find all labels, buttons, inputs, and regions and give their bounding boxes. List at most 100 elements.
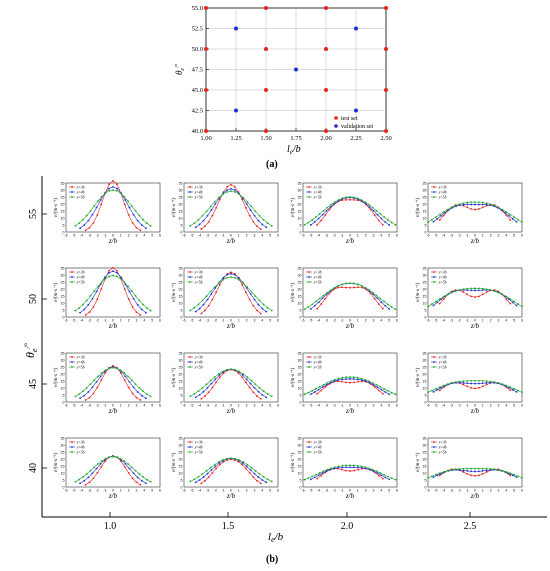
subplot-xtick-label: -1 bbox=[341, 234, 344, 238]
subplot-legend-label: x=3b bbox=[76, 355, 85, 359]
scatter-point bbox=[324, 88, 328, 92]
subplot-ytick-label: 20 bbox=[423, 372, 427, 376]
subplot-ytick-label: 20 bbox=[298, 287, 302, 291]
subplot-ytick-label: 30 bbox=[179, 273, 183, 277]
subplot-ytick-label: 30 bbox=[179, 188, 183, 192]
subplot-ytick-label: 15 bbox=[179, 464, 183, 468]
subplot-legend-marker bbox=[433, 366, 435, 368]
subplot-xtick-label: -3 bbox=[450, 404, 453, 408]
subplot-xtick-label: -4 bbox=[317, 234, 320, 238]
scatter-point bbox=[264, 6, 268, 10]
subplot-xlabel: z/b bbox=[345, 322, 355, 330]
subplot-legend-marker bbox=[308, 191, 310, 193]
subplot-ylabel: v/(m·s⁻¹) bbox=[170, 282, 177, 302]
subplot-xtick-label: -3 bbox=[325, 234, 328, 238]
subplot-xtick-label: 1 bbox=[120, 234, 122, 238]
subplot-ytick-label: 30 bbox=[61, 443, 65, 447]
series-line bbox=[427, 288, 523, 307]
subplot-xtick-label: 1 bbox=[357, 404, 359, 408]
subplot-xtick-label: -4 bbox=[80, 404, 83, 408]
panel-b-row-label: 55 bbox=[28, 209, 39, 219]
subplot: 0 5 10 15 20 25 30 35 -6 -5 -4 -3 -2 -1 0 1 2 3 4 5 6 z/b v/(m… bbox=[289, 351, 398, 415]
subplot-ytick-label: 5 bbox=[425, 308, 427, 312]
subplot-ytick-label: 30 bbox=[298, 358, 302, 362]
subplot: 0 5 10 15 20 25 30 35 -6 -5 -4 -3 -2 -1 0 1 2 3 4 5 6 z/b v/(m… bbox=[170, 351, 279, 415]
subplot-ytick-label: 35 bbox=[61, 436, 65, 440]
subplot-ytick-label: 0 bbox=[181, 315, 183, 319]
scatter-point bbox=[384, 6, 388, 10]
subplot-legend-marker bbox=[189, 361, 191, 363]
subplot-xtick-label: 4 bbox=[380, 319, 382, 323]
subplot-ytick-label: 10 bbox=[179, 216, 183, 220]
subplot-xtick-label: 3 bbox=[373, 489, 375, 493]
panel-a-xtick-label: 2.00 bbox=[320, 135, 331, 142]
subplot-ytick-label: 30 bbox=[298, 188, 302, 192]
subplot-xtick-label: 6 bbox=[521, 404, 523, 408]
panel-a-xtick-label: 2.50 bbox=[380, 135, 391, 142]
subplot-xtick-label: 1 bbox=[120, 404, 122, 408]
subplot-xtick-label: 5 bbox=[151, 489, 153, 493]
subplot: 0 5 10 15 20 25 30 35 -6 -5 -4 -3 -2 -1 0 1 2 3 4 5 6 z/b v/(m… bbox=[52, 266, 161, 330]
subplot-xtick-label: -2 bbox=[214, 319, 217, 323]
subplot-legend-label: x=4b bbox=[438, 360, 447, 364]
subplot-ytick-label: 25 bbox=[298, 450, 302, 454]
subplot-ytick-label: 5 bbox=[181, 223, 183, 227]
subplot-legend-marker bbox=[71, 356, 73, 358]
series-line bbox=[190, 276, 272, 311]
subplot-xtick-label: 4 bbox=[505, 489, 507, 493]
subplot-xtick-label: 4 bbox=[380, 234, 382, 238]
subplot-legend-label: x=5b bbox=[194, 195, 203, 199]
series-line bbox=[75, 456, 151, 482]
subplot-legend-marker bbox=[433, 451, 435, 453]
subplot-ytick-label: 10 bbox=[179, 386, 183, 390]
subplot-xtick-label: -4 bbox=[442, 489, 445, 493]
subplot-legend-marker bbox=[308, 356, 310, 358]
subplot-xtick-label: -2 bbox=[214, 489, 217, 493]
subplot-xtick-label: -2 bbox=[458, 319, 461, 323]
subplot-ylabel: v/(m·s⁻¹) bbox=[170, 452, 177, 472]
subplot-ytick-label: 0 bbox=[63, 485, 65, 489]
subplot-legend-label: x=3b bbox=[313, 185, 322, 189]
subplot-ytick-label: 25 bbox=[179, 450, 183, 454]
subplot-legend-label: x=4b bbox=[194, 445, 203, 449]
subplot-ytick-label: 15 bbox=[61, 464, 65, 468]
subplot-xtick-label: 3 bbox=[373, 234, 375, 238]
subplot-xtick-label: 1 bbox=[357, 319, 359, 323]
subplot-xtick-label: 0 bbox=[112, 489, 114, 493]
subplot-ylabel: v/(m·s⁻¹) bbox=[414, 367, 421, 387]
subplot-xtick-label: 3 bbox=[136, 404, 138, 408]
subplot-xtick-label: -4 bbox=[80, 489, 83, 493]
subplot-ytick-label: 10 bbox=[179, 301, 183, 305]
series-line bbox=[85, 365, 141, 401]
subplot-legend-marker bbox=[433, 281, 435, 283]
subplot-legend-marker bbox=[308, 446, 310, 448]
subplot-legend-marker bbox=[433, 361, 435, 363]
subplot-xtick-label: -4 bbox=[198, 489, 201, 493]
subplot-xtick-label: 0 bbox=[112, 404, 114, 408]
subplot-legend-label: x=4b bbox=[313, 445, 322, 449]
subplot-xtick-label: 2 bbox=[490, 404, 492, 408]
panel-b-col-label: 2.0 bbox=[341, 521, 354, 532]
subplot-xtick-label: 4 bbox=[505, 234, 507, 238]
subplot-ytick-label: 30 bbox=[423, 443, 427, 447]
subplot-xtick-label: 5 bbox=[388, 319, 390, 323]
subplot-legend-label: x=4b bbox=[76, 360, 85, 364]
subplot-ytick-label: 5 bbox=[63, 308, 65, 312]
subplot-ytick-label: 0 bbox=[425, 400, 427, 404]
subplot-ytick-label: 20 bbox=[61, 372, 65, 376]
subplot-ytick-label: 15 bbox=[298, 464, 302, 468]
subplot-xtick-label: 6 bbox=[396, 489, 398, 493]
series-line bbox=[304, 376, 396, 395]
subplot-xtick-label: 0 bbox=[230, 404, 232, 408]
subplot-ytick-label: 20 bbox=[423, 287, 427, 291]
subplot-xtick-label: 5 bbox=[513, 489, 515, 493]
subplot-ylabel: v/(m·s⁻¹) bbox=[52, 452, 59, 472]
subplot-ytick-label: 5 bbox=[63, 223, 65, 227]
subplot-ylabel: v/(m·s⁻¹) bbox=[289, 282, 296, 302]
subplot-xtick-label: -3 bbox=[325, 404, 328, 408]
subplot-legend-label: x=4b bbox=[194, 275, 203, 279]
panel-a-ytick-label: 45.0 bbox=[192, 87, 203, 94]
subplot-ylabel: v/(m·s⁻¹) bbox=[414, 197, 421, 217]
subplot-xtick-label: -6 bbox=[426, 404, 429, 408]
subplot-xtick-label: -1 bbox=[104, 489, 107, 493]
